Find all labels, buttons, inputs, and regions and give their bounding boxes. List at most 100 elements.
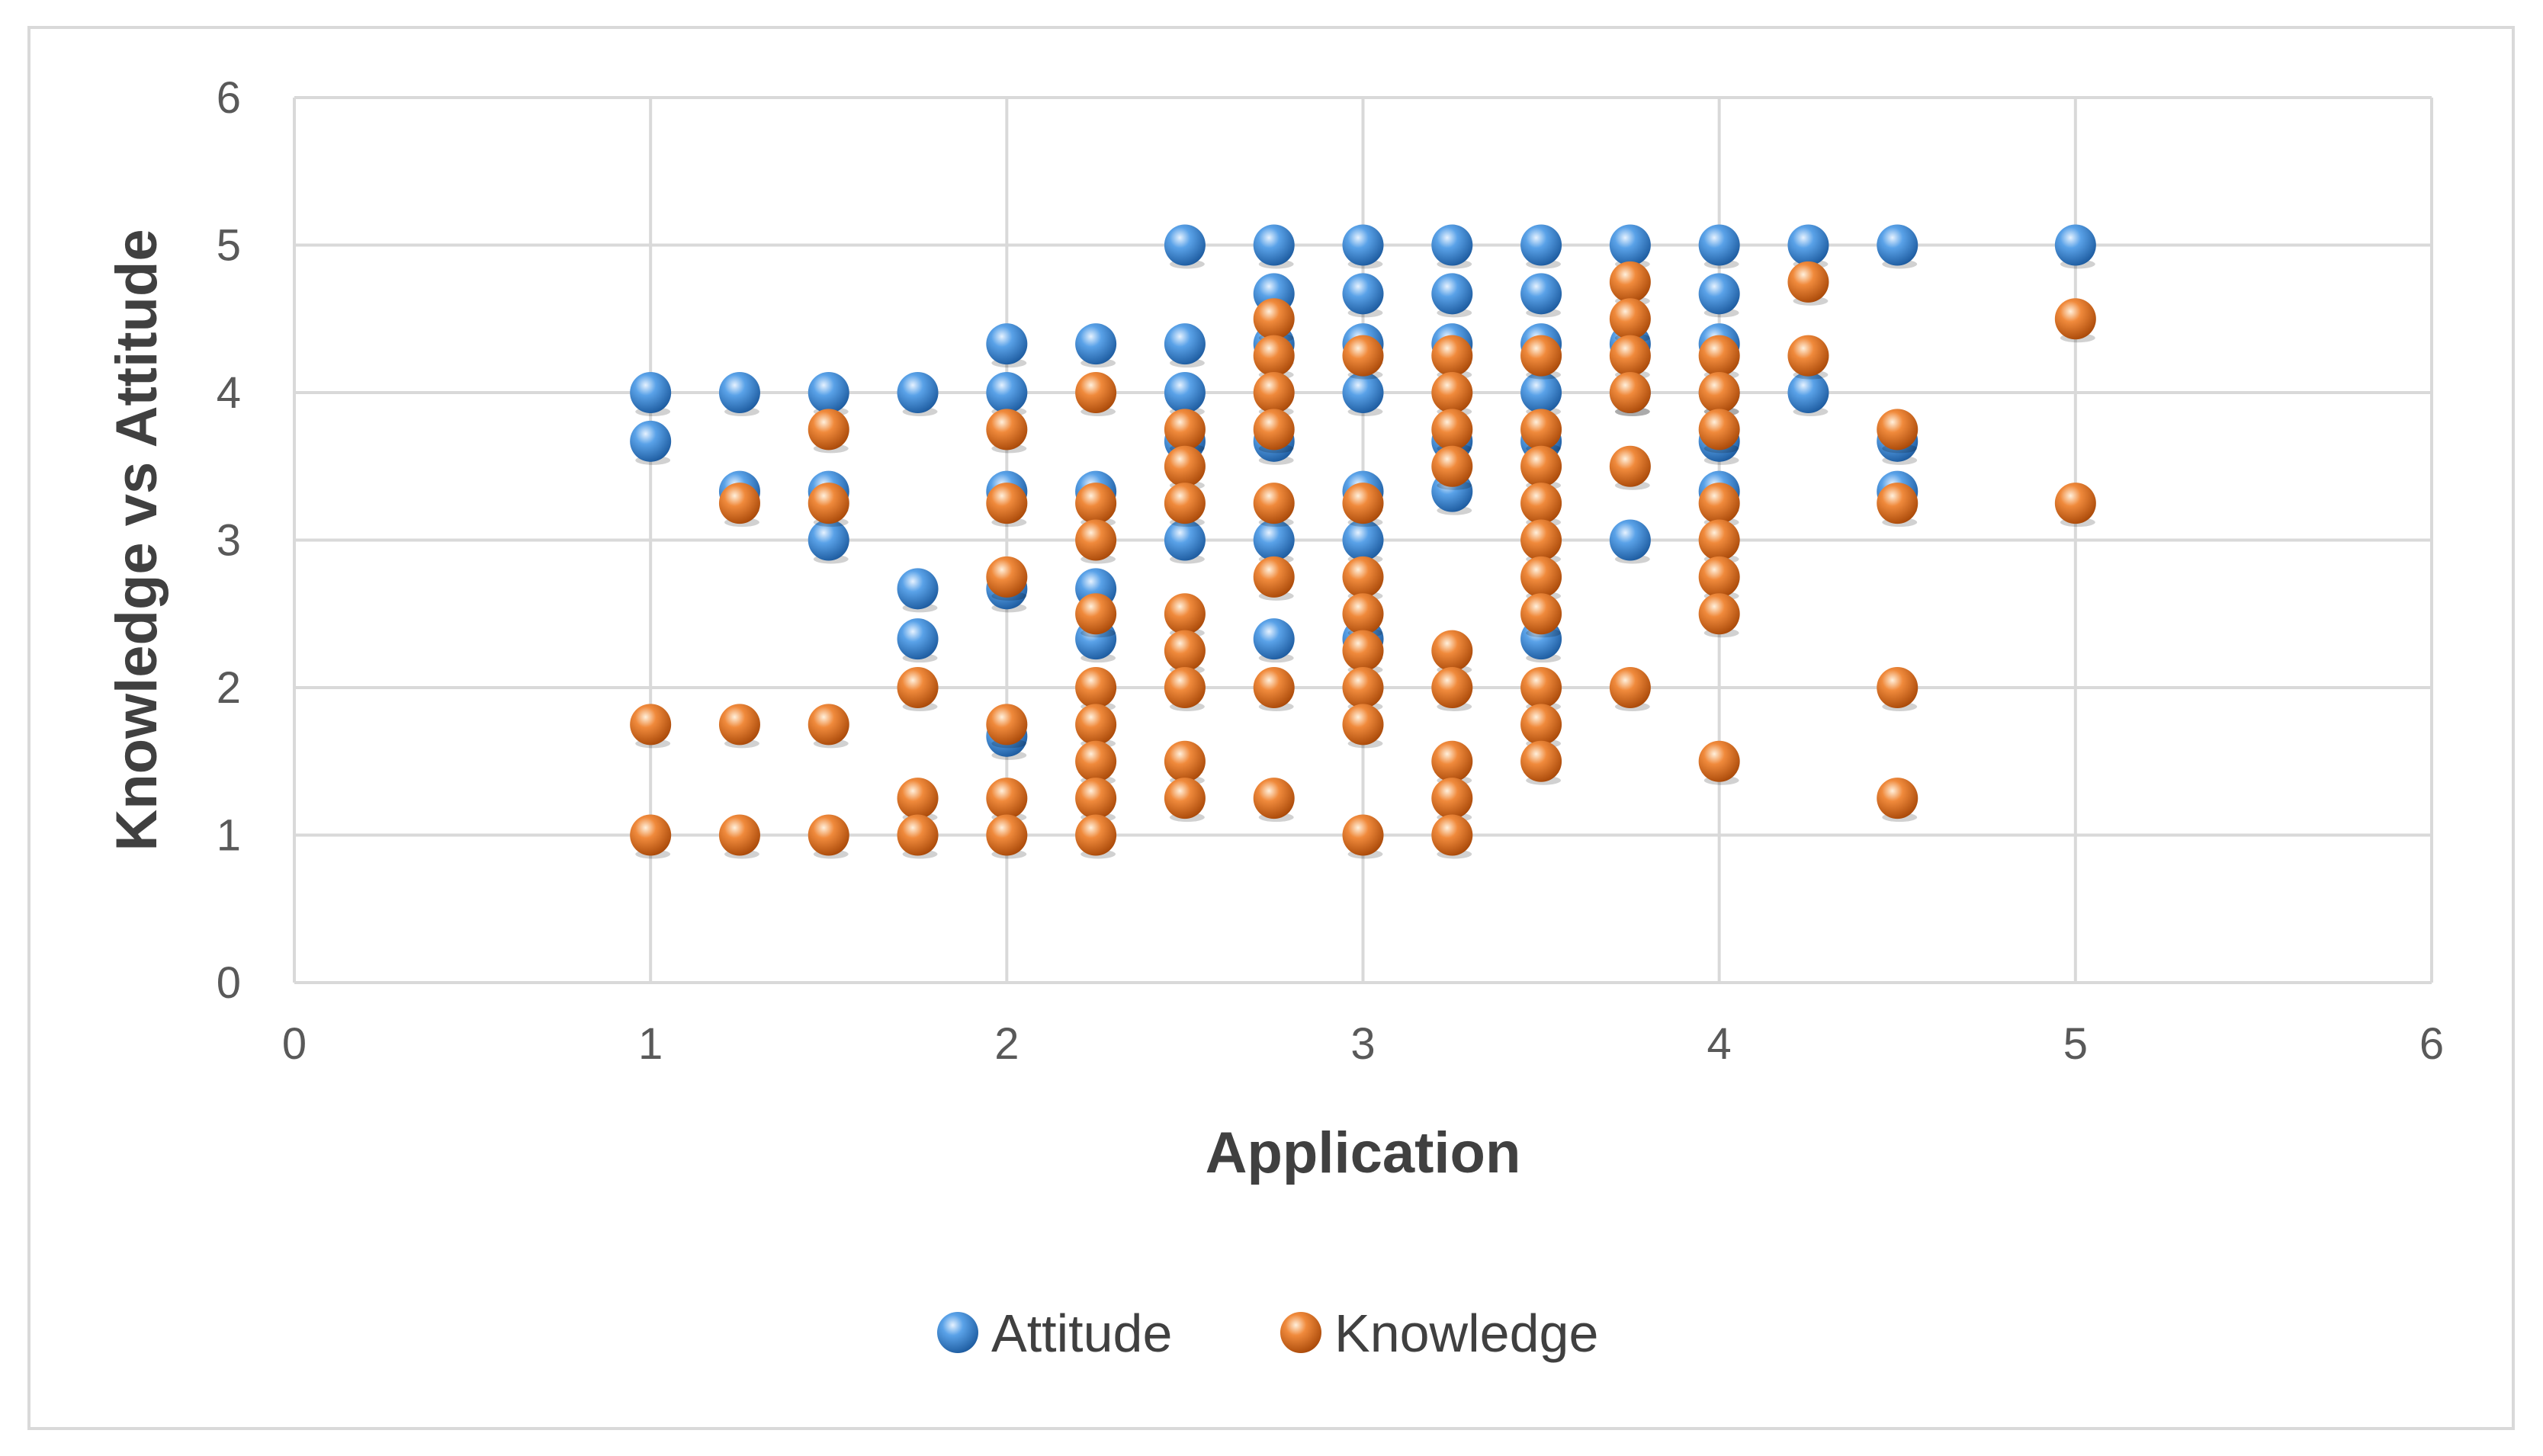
data-point <box>1342 556 1384 598</box>
data-point <box>1431 372 1473 413</box>
data-point <box>1698 224 1740 266</box>
data-point <box>1075 519 1117 561</box>
data-point <box>986 704 1028 746</box>
data-point <box>1877 224 1918 266</box>
data-point <box>1431 740 1473 782</box>
data-point <box>986 778 1028 819</box>
data-point <box>986 409 1028 451</box>
data-point <box>808 519 849 561</box>
data-point <box>1164 630 1206 672</box>
y-tick-label: 2 <box>217 663 241 713</box>
legend-marker-knowledge <box>1280 1312 1321 1353</box>
data-point <box>1253 778 1295 819</box>
data-point <box>1520 409 1562 451</box>
data-point <box>1877 667 1918 708</box>
data-point <box>1075 372 1117 413</box>
data-point <box>1877 409 1918 451</box>
x-axis-title: Application <box>1206 1121 1521 1185</box>
x-tick-label: 2 <box>994 1019 1019 1069</box>
x-tick-label: 4 <box>1707 1019 1732 1069</box>
data-point <box>986 556 1028 598</box>
x-tick-label: 1 <box>638 1019 663 1069</box>
data-point <box>1253 556 1295 598</box>
data-point <box>630 372 672 413</box>
data-point <box>2054 224 2096 266</box>
data-point <box>897 814 939 856</box>
data-point <box>986 372 1028 413</box>
y-tick-label: 6 <box>217 73 241 123</box>
data-point <box>1609 667 1651 708</box>
data-point <box>1342 704 1384 746</box>
x-tick-label: 0 <box>282 1019 307 1069</box>
data-point <box>986 323 1028 365</box>
data-point <box>1075 667 1117 708</box>
data-point <box>2054 298 2096 340</box>
data-point <box>986 483 1028 524</box>
data-point <box>1698 273 1740 315</box>
data-point <box>1075 740 1117 782</box>
data-point <box>718 372 760 413</box>
data-point <box>1342 335 1384 377</box>
data-point <box>1164 323 1206 365</box>
data-point <box>1431 814 1473 856</box>
data-point <box>630 420 672 462</box>
data-points <box>630 224 2096 859</box>
data-point <box>1520 740 1562 782</box>
y-tick-label: 0 <box>217 958 241 1008</box>
data-point <box>1342 224 1384 266</box>
data-point <box>1342 667 1384 708</box>
data-point <box>1253 224 1295 266</box>
data-point <box>1164 519 1206 561</box>
series-knowledge <box>630 261 2096 859</box>
y-tick-label: 3 <box>217 516 241 566</box>
data-point <box>1342 483 1384 524</box>
data-point <box>1164 372 1206 413</box>
x-tick-label: 6 <box>2419 1019 2444 1069</box>
data-point <box>1253 618 1295 660</box>
data-point <box>1253 483 1295 524</box>
data-point <box>1877 483 1918 524</box>
data-point <box>1698 409 1740 451</box>
data-point <box>630 814 672 856</box>
data-point <box>1342 519 1384 561</box>
data-point <box>1520 667 1562 708</box>
data-point <box>1787 372 1829 413</box>
data-point <box>1431 335 1473 377</box>
data-point <box>1609 298 1651 340</box>
data-point <box>1164 224 1206 266</box>
data-point <box>1609 261 1651 303</box>
data-point <box>1164 778 1206 819</box>
data-point <box>1342 372 1384 413</box>
y-axis-title: Knowledge vs Attitude <box>104 229 169 851</box>
axes: 0 1 2 3 4 5 6 0 1 2 3 4 5 6 <box>217 73 2444 1069</box>
data-point <box>1075 778 1117 819</box>
data-point <box>1698 593 1740 635</box>
data-point <box>1520 483 1562 524</box>
data-point <box>1520 335 1562 377</box>
data-point <box>630 704 672 746</box>
data-point <box>1787 224 1829 266</box>
data-point <box>1698 556 1740 598</box>
data-point <box>1698 372 1740 413</box>
data-point <box>1520 593 1562 635</box>
data-point <box>1342 593 1384 635</box>
data-point <box>1164 445 1206 487</box>
data-point <box>986 814 1028 856</box>
data-point <box>808 814 849 856</box>
legend-label-knowledge: Knowledge <box>1334 1304 1598 1363</box>
y-tick-label: 4 <box>217 368 241 418</box>
data-point <box>897 778 939 819</box>
data-point <box>1164 593 1206 635</box>
data-point <box>1431 273 1473 315</box>
data-point <box>1698 519 1740 561</box>
data-point <box>1698 740 1740 782</box>
x-tick-label: 3 <box>1350 1019 1375 1069</box>
data-point <box>1342 630 1384 672</box>
data-point <box>897 618 939 660</box>
data-point <box>1431 409 1473 451</box>
data-point <box>1075 814 1117 856</box>
x-tick-label: 5 <box>2063 1019 2088 1069</box>
data-point <box>1431 445 1473 487</box>
data-point <box>808 704 849 746</box>
